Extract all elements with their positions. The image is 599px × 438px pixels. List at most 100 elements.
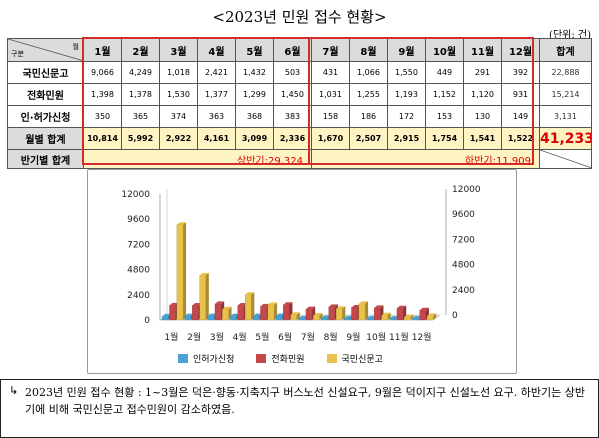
- bar-전화민원: [419, 310, 427, 321]
- bar-국민신문고: [244, 294, 252, 321]
- table-cell: 1,530: [159, 83, 198, 106]
- bar-top: [351, 304, 361, 308]
- bar-국민신문고: [381, 315, 388, 321]
- table-cell: 1,432: [235, 61, 274, 84]
- x-tick-label: 4월: [233, 331, 247, 343]
- bar-top: [275, 313, 286, 316]
- bar-top: [245, 292, 255, 295]
- bar-전화민원: [237, 305, 245, 321]
- bar-top: [298, 315, 308, 319]
- table-cell: 1,550: [387, 61, 426, 84]
- bar-국민신문고: [404, 316, 411, 321]
- bar-전화민원: [351, 307, 358, 321]
- y-tick-label-right: 12000: [452, 185, 481, 195]
- table-cell: 449: [425, 61, 464, 84]
- bar-인허가신청: [366, 318, 374, 321]
- bar-side: [205, 272, 209, 320]
- table-cell: 149: [501, 105, 540, 128]
- table-cell: 172: [387, 105, 426, 128]
- table-cell: 1,378: [121, 83, 160, 106]
- row-total: 22,888: [539, 61, 592, 84]
- bar-top: [253, 313, 263, 317]
- bar-side: [342, 306, 346, 320]
- month-header: 7월: [311, 38, 350, 62]
- bar-국민신문고: [176, 224, 184, 321]
- legend-label: 전화민원: [271, 355, 305, 365]
- bar-top: [374, 305, 384, 308]
- month-header: 1월: [83, 38, 122, 62]
- bar-top: [283, 302, 293, 305]
- bar-top: [321, 315, 331, 319]
- first-half-total: 상반기:29,324: [83, 149, 312, 169]
- bar-국민신문고: [267, 304, 275, 321]
- table-cell: 130: [463, 105, 502, 128]
- table-cell: 383: [273, 105, 312, 128]
- table-cell: 363: [197, 105, 236, 128]
- bar-top: [336, 306, 346, 309]
- table-corner-cell: 구분 월: [7, 38, 84, 62]
- x-tick-label: 5월: [255, 331, 269, 343]
- table-cell: 4,249: [121, 61, 160, 84]
- grand-total: 41,233: [539, 127, 592, 150]
- bar-side: [319, 312, 323, 320]
- y-tick-label-left: 9600: [127, 215, 150, 225]
- second-half-total: 하반기:11,909: [311, 149, 540, 169]
- bar-인허가신청: [298, 318, 305, 321]
- note-box: ↳ 2023년 민원 접수 현황 : 1~3월은 덕은·향동·지축지구 버스노선…: [0, 379, 599, 438]
- table-cell: 1,398: [83, 83, 122, 106]
- month-header: 5월: [235, 38, 274, 62]
- bar-전화민원: [169, 305, 176, 321]
- bar-top: [396, 305, 407, 309]
- table-header-row: 구분 월 1월 2월 3월 4월 5월 6월 7월 8월 9월 10월 11월 …: [7, 38, 592, 62]
- bar-top: [366, 315, 377, 319]
- y-tick-label-right: 7200: [452, 235, 475, 245]
- bar-인허가신청: [275, 315, 283, 321]
- corner-label-month: 월: [72, 43, 79, 51]
- legend-item: 인허가신청: [178, 352, 234, 365]
- sum-cell: 2,336: [273, 127, 312, 150]
- bar-side: [387, 312, 391, 320]
- bar-top: [290, 312, 300, 315]
- bar-인허가신청: [412, 318, 419, 321]
- bar-top: [305, 306, 316, 310]
- bar-side: [365, 301, 369, 320]
- bar-top: [162, 313, 172, 317]
- monthly-sum-row: 월별 합계 10,814 5,992 2,922 4,161 3,099 2,3…: [7, 127, 592, 150]
- y-tick-label-right: 0: [452, 311, 458, 321]
- y-tick-label-left: 4800: [127, 266, 150, 276]
- bar-top: [419, 307, 429, 311]
- month-header: 10월: [425, 38, 464, 62]
- bar-전화민원: [192, 305, 199, 321]
- row-label: 월별 합계: [7, 127, 84, 150]
- chart-panel: 0 0 2400 2400 4800 4800 7200 7200 9600 9600 12000 1…: [87, 169, 517, 374]
- x-tick-label: 9월: [346, 331, 360, 343]
- legend-label: 인허가신청: [193, 355, 235, 365]
- bar-side: [251, 292, 255, 320]
- bar-인허가신청: [389, 318, 396, 321]
- x-tick-label: 11월: [389, 331, 409, 343]
- bar-top: [344, 315, 354, 319]
- page-title: <2023년 민원 접수 현황>: [212, 8, 387, 26]
- table-cell: 1,193: [387, 83, 426, 106]
- x-tick-label: 2월: [187, 331, 201, 343]
- row-label: 국민신문고: [7, 61, 84, 84]
- legend-swatch: [256, 354, 267, 363]
- y-tick-label-left: 7200: [127, 240, 150, 250]
- total-header: 합계: [539, 38, 592, 62]
- legend-item: 전화민원: [256, 352, 305, 365]
- legend-label: 국민신문고: [341, 355, 383, 365]
- table-cell: 350: [83, 105, 122, 128]
- x-tick-label: 6월: [278, 331, 292, 343]
- x-tick-label: 12월: [412, 331, 432, 343]
- month-header: 12월: [501, 38, 540, 62]
- month-header: 11월: [463, 38, 502, 62]
- table-cell: 1,031: [311, 83, 350, 106]
- table-cell: 291: [463, 61, 502, 84]
- legend-swatch: [326, 354, 337, 363]
- bar-국민신문고: [335, 308, 343, 321]
- bar-side: [433, 313, 437, 320]
- bar-인허가신청: [161, 316, 169, 321]
- table-cell: 392: [501, 61, 540, 84]
- bar-top: [412, 315, 422, 319]
- bar-인허가신청: [343, 318, 351, 321]
